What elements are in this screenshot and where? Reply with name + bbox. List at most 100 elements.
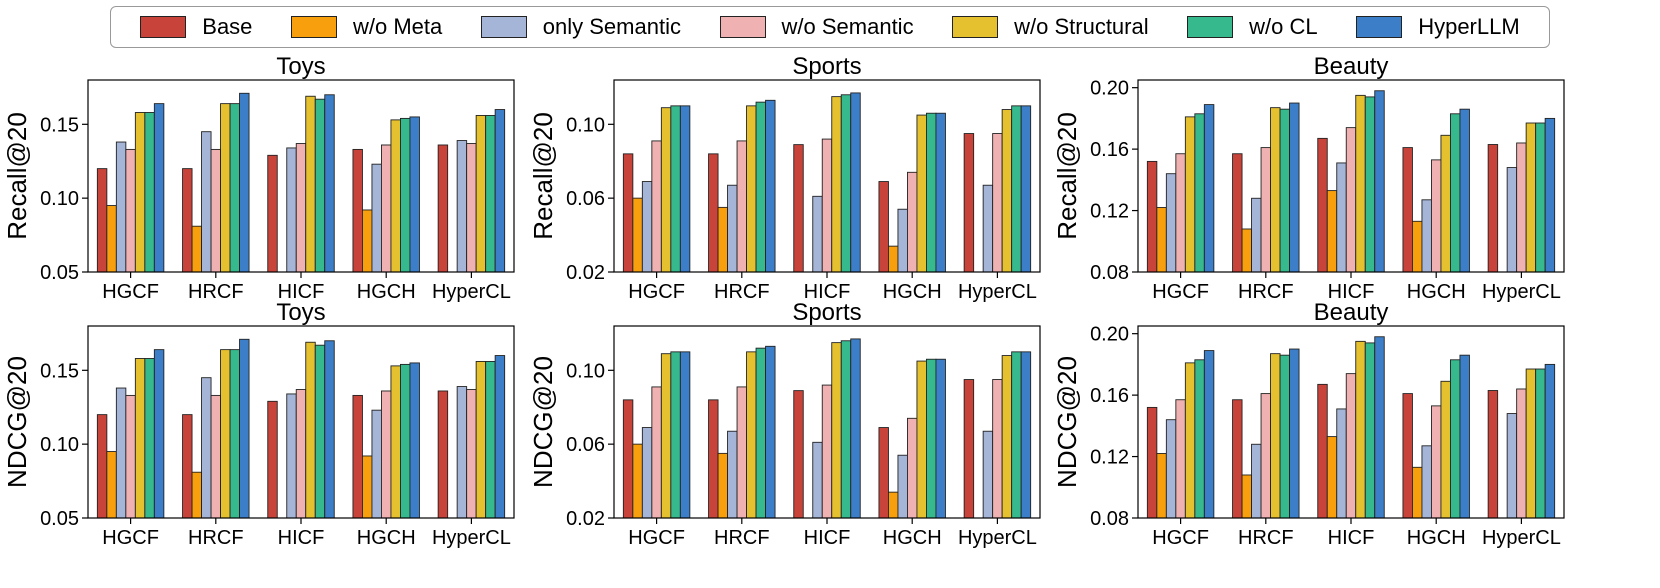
bar [1535, 122, 1546, 273]
bar [1251, 443, 1262, 519]
bar [888, 491, 899, 519]
y-tick-label: 0.15 [40, 360, 79, 382]
bar [1020, 105, 1032, 273]
bar [400, 363, 411, 519]
bar [1165, 173, 1177, 273]
bar [1194, 359, 1205, 519]
bar [1402, 147, 1413, 273]
x-tick-label: HICF [1328, 281, 1375, 303]
y-tick-label: 0.08 [1090, 262, 1129, 284]
bar [390, 365, 401, 519]
bar [1326, 436, 1338, 519]
y-tick-label: 0.10 [40, 188, 79, 210]
legend-label: w/o Meta [352, 14, 443, 39]
legend-item: w/o Semantic [719, 14, 914, 40]
x-tick-label: HGCH [1407, 527, 1466, 549]
x-tick-label: HyperCL [958, 527, 1037, 549]
bar [400, 117, 411, 273]
bar [1289, 102, 1300, 273]
x-tick-label: HRCF [188, 281, 244, 303]
bar [201, 131, 212, 273]
bar [765, 345, 776, 519]
bar [1487, 390, 1499, 519]
bar [295, 389, 307, 519]
bar [125, 148, 136, 273]
legend-label: w/o Structural [1014, 14, 1149, 39]
y-tick-label: 0.20 [1090, 78, 1129, 100]
x-tick-label: HGCF [102, 527, 159, 549]
bar [1506, 413, 1518, 519]
x-tick-label: HGCH [883, 527, 942, 549]
bar [1260, 147, 1272, 273]
bar [1487, 144, 1499, 273]
bar [1020, 351, 1032, 519]
y-axis-label: NDCG@20 [528, 356, 558, 488]
subplot-beauty-ndcg20: 0.08 0.12 0.16 0.20 HGCF HRCF HICF HGCH HyperCL B… [1052, 299, 1565, 549]
y-axis-label: Recall@20 [2, 112, 32, 240]
bar [793, 390, 804, 519]
bar [888, 245, 899, 273]
bar [717, 452, 728, 519]
bar [1364, 342, 1376, 519]
y-tick-label: 0.08 [1090, 508, 1129, 530]
bar [1449, 113, 1461, 273]
chart-title: Beauty [1314, 299, 1389, 326]
y-tick-label: 0.12 [1090, 447, 1129, 469]
y-axis-label: Recall@20 [528, 112, 558, 240]
x-tick-label: HGCH [357, 281, 416, 303]
x-tick-label: HGCF [1152, 527, 1209, 549]
y-tick-label: 0.02 [566, 262, 605, 284]
legend-swatch [1187, 16, 1234, 38]
bar [1011, 105, 1022, 273]
y-tick-label: 0.02 [566, 508, 605, 530]
bar [1374, 336, 1385, 519]
bar [153, 349, 165, 519]
bar [1355, 94, 1366, 273]
bar [1525, 368, 1537, 519]
x-tick-label: HGCH [883, 281, 942, 303]
bar [878, 427, 889, 519]
bar [324, 340, 335, 519]
bar [466, 143, 477, 273]
bar [992, 133, 1003, 273]
bar [850, 338, 861, 519]
bar [125, 394, 136, 519]
subplot-toys-recall20: 0.05 0.10 0.15 HGCF HRCF HICF HGCH HyperCL Toys R… [2, 53, 515, 303]
legend-swatch [719, 16, 766, 38]
x-tick-label: HICF [1328, 527, 1375, 549]
legend-item: w/o Structural [952, 14, 1149, 40]
bar [475, 114, 487, 273]
bar [362, 209, 373, 273]
bar [992, 379, 1003, 519]
y-tick-label: 0.20 [1090, 324, 1129, 346]
bar [670, 351, 681, 519]
x-tick-label: HGCH [357, 527, 416, 549]
bar [651, 386, 662, 519]
bar [1279, 108, 1291, 273]
bar [1317, 137, 1328, 273]
legend-label: HyperLLM [1418, 14, 1520, 39]
bar [926, 112, 937, 273]
bar [1421, 199, 1432, 273]
bar [1241, 474, 1253, 519]
bar [96, 414, 108, 519]
bar [717, 206, 728, 273]
bar [736, 140, 747, 273]
bar [134, 112, 146, 273]
bar [1001, 355, 1013, 519]
bar [1241, 228, 1253, 273]
bar [1411, 466, 1423, 519]
y-axis-label: NDCG@20 [2, 356, 32, 488]
bar [182, 414, 193, 519]
bar [1345, 127, 1357, 273]
bar [1459, 354, 1470, 519]
bar [670, 105, 681, 273]
bar [793, 144, 804, 273]
bar [850, 92, 861, 273]
bar [352, 148, 363, 273]
bar [437, 144, 449, 273]
bar [746, 105, 757, 273]
bar [1535, 368, 1546, 519]
bar [390, 119, 401, 273]
bar [267, 400, 278, 519]
